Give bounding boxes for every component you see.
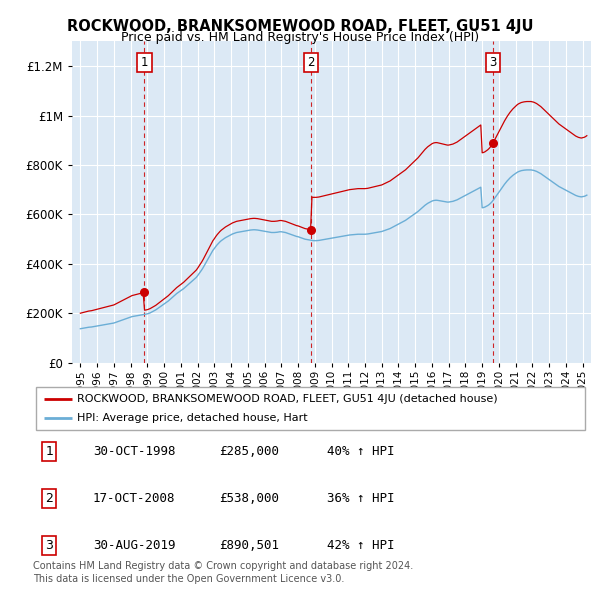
Text: 2: 2 [45,492,53,505]
Text: £890,501: £890,501 [219,539,279,552]
Text: £538,000: £538,000 [219,492,279,505]
FancyBboxPatch shape [36,387,585,430]
Text: 17-OCT-2008: 17-OCT-2008 [93,492,176,505]
Text: This data is licensed under the Open Government Licence v3.0.: This data is licensed under the Open Gov… [33,574,344,584]
Text: 30-AUG-2019: 30-AUG-2019 [93,539,176,552]
Text: 1: 1 [45,445,53,458]
Text: 30-OCT-1998: 30-OCT-1998 [93,445,176,458]
Text: 36% ↑ HPI: 36% ↑ HPI [327,492,395,505]
Text: HPI: Average price, detached house, Hart: HPI: Average price, detached house, Hart [77,413,308,423]
Text: 3: 3 [45,539,53,552]
Text: 40% ↑ HPI: 40% ↑ HPI [327,445,395,458]
Text: 42% ↑ HPI: 42% ↑ HPI [327,539,395,552]
Text: Price paid vs. HM Land Registry's House Price Index (HPI): Price paid vs. HM Land Registry's House … [121,31,479,44]
Text: £285,000: £285,000 [219,445,279,458]
Text: 1: 1 [141,56,148,69]
Text: Contains HM Land Registry data © Crown copyright and database right 2024.: Contains HM Land Registry data © Crown c… [33,560,413,571]
Text: 2: 2 [307,56,315,69]
Text: ROCKWOOD, BRANKSOMEWOOD ROAD, FLEET, GU51 4JU (detached house): ROCKWOOD, BRANKSOMEWOOD ROAD, FLEET, GU5… [77,394,498,404]
Text: ROCKWOOD, BRANKSOMEWOOD ROAD, FLEET, GU51 4JU: ROCKWOOD, BRANKSOMEWOOD ROAD, FLEET, GU5… [67,19,533,34]
Text: 3: 3 [490,56,497,69]
